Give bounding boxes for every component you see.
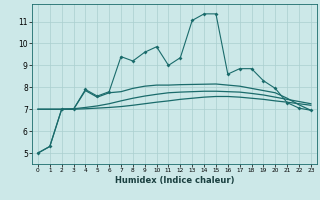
X-axis label: Humidex (Indice chaleur): Humidex (Indice chaleur) <box>115 176 234 185</box>
